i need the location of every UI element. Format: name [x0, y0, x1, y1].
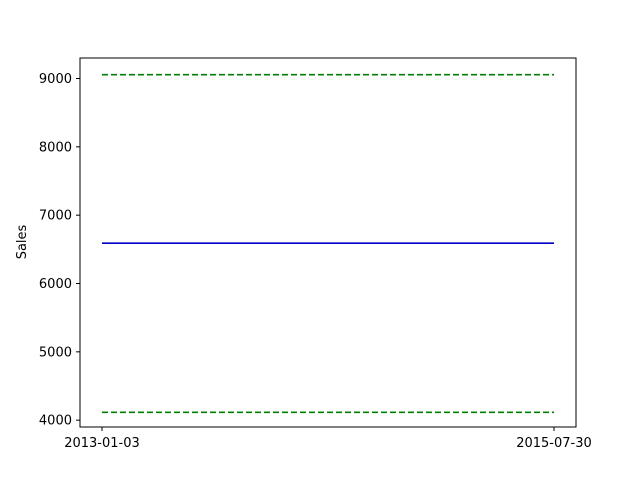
- y-tick-label: 7000: [39, 209, 72, 224]
- y-tick-label: 4000: [39, 414, 72, 429]
- series-layer: [102, 73, 554, 414]
- y-tick-label: 6000: [39, 277, 72, 292]
- x-tick-label: 2015-07-30: [516, 436, 592, 451]
- y-axis-label: Sales: [15, 224, 30, 259]
- x-tick-label: 2013-01-03: [64, 436, 140, 451]
- y-tick-label: 5000: [39, 345, 72, 360]
- plot-frame: [79, 57, 577, 428]
- y-tick-label: 8000: [39, 140, 72, 155]
- y-tick-label: 9000: [39, 72, 72, 87]
- x-axis: 2013-01-03 2015-07-30: [64, 427, 592, 451]
- y-axis: 4000 5000 6000 7000 8000 9000: [39, 72, 80, 429]
